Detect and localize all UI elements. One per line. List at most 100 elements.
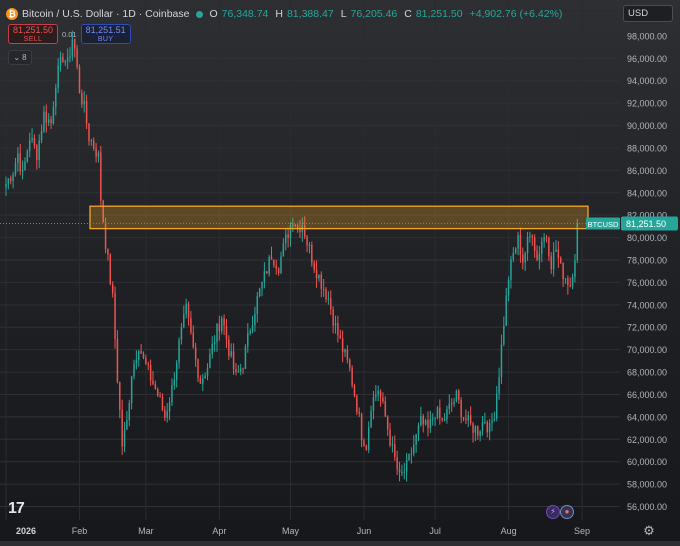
candle-body: [344, 349, 346, 353]
currency-select[interactable]: USD: [623, 5, 673, 22]
candle-body: [180, 327, 183, 340]
candle-body: [111, 284, 114, 294]
candle-body: [332, 309, 334, 326]
candle-body: [510, 259, 512, 280]
candle-body: [228, 339, 230, 357]
event-icon[interactable]: ⚡: [546, 505, 560, 519]
candle-body: [275, 265, 277, 269]
candle-body: [477, 426, 479, 436]
candlestick-chart[interactable]: BTCUSD: [0, 0, 620, 520]
candle-body: [197, 359, 199, 379]
candle-body: [541, 241, 543, 254]
candle-body: [503, 325, 505, 345]
candle-body: [209, 354, 211, 369]
candle-body: [372, 397, 375, 411]
candle-body: [294, 224, 296, 226]
settings-gear-icon[interactable]: ⚙: [643, 523, 655, 538]
candle-body: [526, 237, 529, 253]
candle-body: [538, 253, 541, 261]
candle-body: [339, 335, 341, 339]
buy-button[interactable]: 81,251.51 BUY: [80, 24, 131, 44]
price-tick-label: 88,000.00: [627, 143, 667, 153]
candle-body: [74, 39, 76, 49]
price-tick-label: 80,000.00: [627, 233, 667, 243]
candle-body: [379, 390, 382, 398]
candle-body: [17, 153, 19, 163]
candle-body: [213, 342, 216, 345]
candle-body: [12, 174, 14, 181]
candle-body: [486, 422, 488, 433]
candle-body: [358, 412, 360, 414]
candle-body: [128, 402, 131, 421]
time-scale[interactable]: 2026FebMarAprMayJunJulAugSepOct: [0, 520, 680, 541]
time-axis[interactable]: 2026FebMarAprMayJunJulAugSepOct: [0, 520, 661, 541]
candle-body: [555, 249, 557, 252]
candle-body: [384, 401, 387, 417]
candle-body: [517, 234, 519, 249]
candle-body: [36, 145, 38, 161]
candle-body: [543, 237, 545, 242]
time-tick-label: Sep: [574, 526, 590, 536]
symbol-tag-label: BTCUSD: [588, 220, 619, 229]
time-tick-label: May: [282, 526, 300, 536]
price-tick-label: 92,000.00: [627, 99, 667, 109]
candle-body: [524, 252, 526, 263]
price-tick-label: 76,000.00: [627, 278, 667, 288]
candle-body: [522, 254, 524, 263]
candle-body: [571, 276, 574, 287]
candle-body: [420, 415, 422, 426]
price-tick-label: 64,000.00: [627, 412, 667, 422]
buy-price: 81,251.51: [85, 25, 126, 35]
candle-body: [356, 395, 358, 413]
candle-body: [533, 237, 536, 251]
candle-body: [401, 472, 403, 474]
candle-body: [292, 224, 294, 226]
sell-label: SELL: [23, 36, 43, 43]
candle-body: [417, 425, 420, 435]
candle-body: [465, 418, 467, 421]
us-flag-event-icon[interactable]: ●: [560, 505, 574, 519]
price-tick-label: 78,000.00: [627, 256, 667, 266]
candle-body: [391, 444, 394, 446]
candle-body: [289, 224, 292, 238]
price-axis[interactable]: 100,000.0098,000.0096,000.0094,000.0092,…: [620, 0, 680, 520]
candle-body: [247, 332, 249, 347]
candle-body: [375, 394, 377, 398]
sell-button[interactable]: 81,251.50 SELL: [8, 24, 58, 44]
candle-body: [576, 223, 579, 261]
candle-body: [296, 225, 299, 228]
candle-body: [311, 244, 313, 263]
candle-body: [190, 317, 192, 333]
symbol-title[interactable]: Bitcoin / U.S. Dollar · 1D · Coinbase: [22, 8, 190, 20]
tradingview-logo-icon[interactable]: 17: [8, 500, 25, 517]
candle-body: [382, 397, 384, 402]
candle-body: [55, 87, 57, 108]
candle-body: [306, 236, 308, 246]
candle-body: [109, 254, 112, 285]
candle-body: [443, 419, 446, 421]
candle-body: [43, 111, 45, 132]
candle-body: [168, 402, 171, 412]
candle-body: [303, 225, 306, 237]
candle-body: [239, 368, 242, 372]
indicators-toggle-button[interactable]: ⌄ 8: [8, 50, 32, 65]
market-status-icon[interactable]: [196, 10, 204, 18]
candle-body: [363, 440, 365, 447]
candle-body: [242, 368, 244, 370]
open-key: O: [209, 8, 218, 20]
candle-body: [458, 390, 460, 400]
sell-price: 81,251.50: [12, 25, 54, 35]
candle-body: [398, 469, 401, 473]
price-scale[interactable]: 100,000.0098,000.0096,000.0094,000.0092,…: [620, 0, 680, 520]
candle-body: [116, 338, 119, 382]
candle-body: [268, 256, 270, 274]
candle-body: [474, 426, 477, 433]
candle-body: [479, 431, 481, 436]
candle-body: [211, 344, 213, 355]
candle-body: [280, 256, 282, 274]
low-value: 76,205.46: [350, 8, 398, 20]
candle-body: [325, 289, 327, 300]
chart-area[interactable]: BTCUSD: [0, 0, 620, 520]
candle-body: [192, 332, 195, 348]
candle-body: [422, 415, 424, 425]
